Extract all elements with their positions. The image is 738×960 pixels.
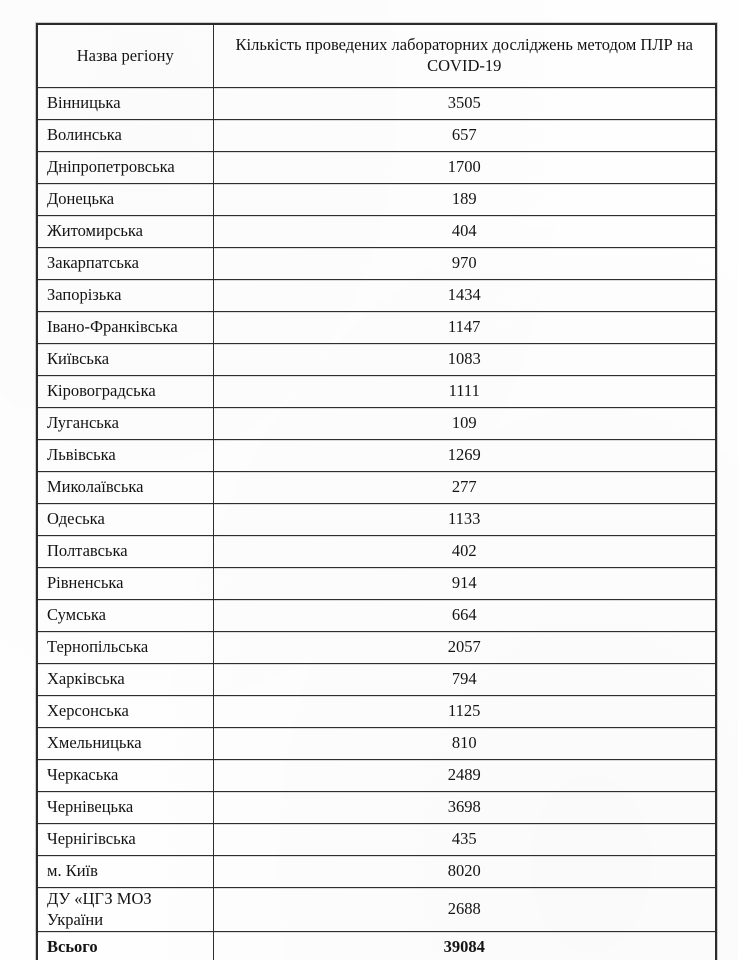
table-row: Дніпропетровська 1700 bbox=[36, 151, 717, 184]
table-header-row: Назва регіону Кількість проведених лабор… bbox=[36, 23, 717, 88]
region-name-cell: Полтавська bbox=[36, 535, 214, 568]
region-name-cell: Рівненська bbox=[36, 567, 214, 600]
table-row: Вінницька 3505 bbox=[36, 87, 717, 120]
region-name-cell: Київська bbox=[36, 343, 214, 376]
test-count-cell: 664 bbox=[212, 599, 717, 632]
test-count-cell: 8020 bbox=[212, 855, 717, 888]
test-count-cell: 109 bbox=[212, 407, 717, 440]
table-row: Луганська 109 bbox=[36, 407, 717, 440]
table-row: ДУ «ЦГЗ МОЗ України 2688 bbox=[36, 886, 717, 933]
table-row: Волинська 657 bbox=[36, 119, 717, 152]
table-row: Кіровоградська 1111 bbox=[36, 375, 717, 408]
total-row: Всього 39084 bbox=[36, 931, 717, 960]
region-name-cell: Миколаївська bbox=[36, 471, 214, 504]
region-name-cell: Дніпропетровська bbox=[36, 151, 214, 184]
test-count-cell: 1111 bbox=[212, 375, 717, 408]
table-row: м. Київ 8020 bbox=[36, 855, 717, 888]
region-name-cell: Івано-Франківська bbox=[36, 311, 214, 344]
region-name-cell: Донецька bbox=[36, 183, 214, 216]
table-row: Донецька 189 bbox=[36, 183, 717, 216]
region-name-cell: Харківська bbox=[36, 663, 214, 696]
table-row: Тернопільська 2057 bbox=[36, 631, 717, 664]
table-row: Чернівецька 3698 bbox=[36, 791, 717, 824]
region-name-cell: м. Київ bbox=[36, 855, 214, 888]
table-row: Київська 1083 bbox=[36, 343, 717, 376]
region-name-cell: Луганська bbox=[36, 407, 214, 440]
test-count-cell: 402 bbox=[212, 535, 717, 568]
region-name-cell: Хмельницька bbox=[36, 727, 214, 760]
test-count-cell: 404 bbox=[212, 215, 717, 248]
region-name-cell: Черкаська bbox=[36, 759, 214, 792]
test-count-cell: 1133 bbox=[212, 503, 717, 536]
table-body: Вінницька 3505 Волинська 657 Дніпропетровськ… bbox=[36, 87, 717, 960]
table-row: Житомирська 404 bbox=[36, 215, 717, 248]
table-row: Закарпатська 970 bbox=[36, 247, 717, 280]
region-name-cell: Чернівецька bbox=[36, 791, 214, 824]
table-row: Запорізька 1434 bbox=[36, 279, 717, 312]
test-count-cell: 3698 bbox=[212, 791, 717, 824]
region-name-cell: Волинська bbox=[36, 119, 214, 152]
region-name-cell: Львівська bbox=[36, 439, 214, 472]
region-name-cell: Вінницька bbox=[36, 87, 214, 120]
table-row: Полтавська 402 bbox=[36, 535, 717, 568]
test-count-cell: 657 bbox=[212, 119, 717, 152]
total-value-cell: 39084 bbox=[212, 931, 717, 960]
table-row: Херсонська 1125 bbox=[36, 695, 717, 728]
table-row: Миколаївська 277 bbox=[36, 471, 717, 504]
test-count-cell: 1700 bbox=[212, 151, 717, 184]
test-count-cell: 2057 bbox=[212, 631, 717, 664]
table-row: Чернігівська 435 bbox=[36, 823, 717, 856]
region-name-cell: ДУ «ЦГЗ МОЗ України bbox=[36, 886, 214, 933]
region-name-cell: Кіровоградська bbox=[36, 375, 214, 408]
region-column-header: Назва регіону bbox=[36, 23, 214, 88]
test-count-cell: 3505 bbox=[212, 87, 717, 120]
test-count-cell: 435 bbox=[212, 823, 717, 856]
region-name-cell: Закарпатська bbox=[36, 247, 214, 280]
test-count-cell: 810 bbox=[212, 727, 717, 760]
total-label-cell: Всього bbox=[36, 931, 214, 960]
test-count-cell: 1125 bbox=[212, 695, 717, 728]
region-name-cell: Херсонська bbox=[36, 695, 214, 728]
test-count-cell: 794 bbox=[212, 663, 717, 696]
test-count-cell: 2688 bbox=[212, 886, 717, 933]
table-row: Івано-Франківська 1147 bbox=[36, 311, 717, 344]
test-count-cell: 1147 bbox=[212, 311, 717, 344]
count-column-header: Кількість проведених лабораторних дослід… bbox=[212, 23, 717, 88]
table-row: Черкаська 2489 bbox=[36, 759, 717, 792]
test-count-cell: 1269 bbox=[212, 439, 717, 472]
region-name-cell: Сумська bbox=[36, 599, 214, 632]
table-row: Хмельницька 810 bbox=[36, 727, 717, 760]
test-count-cell: 277 bbox=[212, 471, 717, 504]
table-row: Рівненська 914 bbox=[36, 567, 717, 600]
test-count-cell: 2489 bbox=[212, 759, 717, 792]
table-row: Львівська 1269 bbox=[36, 439, 717, 472]
test-count-cell: 1083 bbox=[212, 343, 717, 376]
region-name-cell: Запорізька bbox=[36, 279, 214, 312]
test-count-cell: 189 bbox=[212, 183, 717, 216]
test-count-cell: 914 bbox=[212, 567, 717, 600]
region-name-cell: Одеська bbox=[36, 503, 214, 536]
pcr-tests-by-region-table: Назва регіону Кількість проведених лабор… bbox=[36, 23, 717, 960]
test-count-cell: 970 bbox=[212, 247, 717, 280]
region-name-cell: Житомирська bbox=[36, 215, 214, 248]
table-row: Харківська 794 bbox=[36, 663, 717, 696]
region-name-cell: Чернігівська bbox=[36, 823, 214, 856]
test-count-cell: 1434 bbox=[212, 279, 717, 312]
table-row: Одеська 1133 bbox=[36, 503, 717, 536]
region-name-cell: Тернопільська bbox=[36, 631, 214, 664]
table-row: Сумська 664 bbox=[36, 599, 717, 632]
